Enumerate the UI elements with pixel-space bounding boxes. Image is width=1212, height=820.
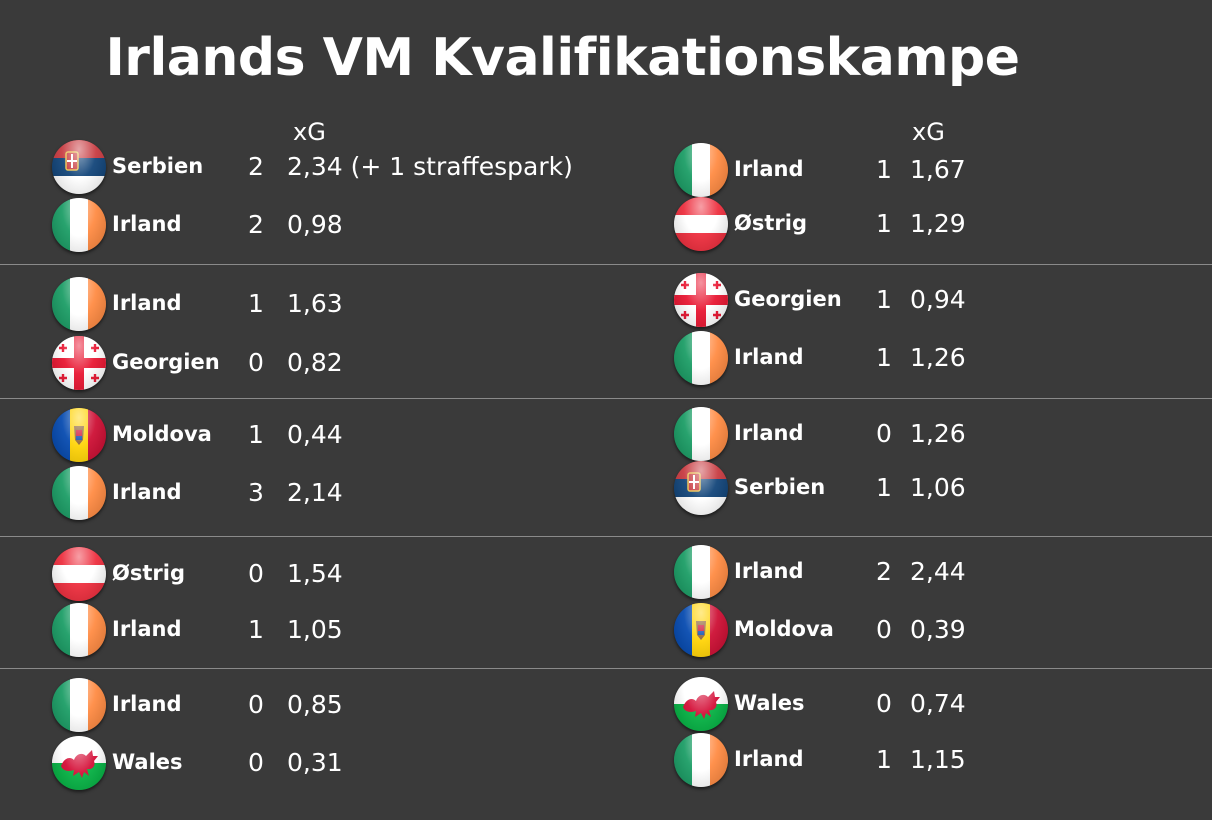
ireland-flag-icon bbox=[674, 545, 728, 599]
moldova-flag-icon bbox=[52, 408, 106, 462]
goals-value: 2 bbox=[876, 557, 892, 586]
ireland-flag-icon bbox=[52, 198, 106, 252]
xg-value: 0,74 bbox=[910, 689, 966, 718]
goals-value: 0 bbox=[876, 615, 892, 644]
xg-value: 0,94 bbox=[910, 285, 966, 314]
xg-value: 0,31 bbox=[287, 748, 343, 777]
divider bbox=[0, 398, 1212, 399]
xg-value: 1,06 bbox=[910, 473, 966, 502]
team-name: Irland bbox=[112, 291, 182, 315]
ireland-flag-icon bbox=[52, 678, 106, 732]
xg-value: 2,44 bbox=[910, 557, 966, 586]
austria-flag-icon bbox=[674, 197, 728, 251]
team-name: Irland bbox=[734, 559, 804, 583]
team-name: Georgien bbox=[112, 350, 220, 374]
goals-value: 1 bbox=[248, 420, 264, 449]
xg-value: 0,82 bbox=[287, 348, 343, 377]
xg-value: 0,39 bbox=[910, 615, 966, 644]
team-name: Irland bbox=[112, 617, 182, 641]
xg-value: 1,67 bbox=[910, 155, 966, 184]
xg-value: 1,15 bbox=[910, 745, 966, 774]
ireland-flag-icon bbox=[52, 603, 106, 657]
xg-value: 1,63 bbox=[287, 289, 343, 318]
goals-value: 1 bbox=[876, 155, 892, 184]
moldova-flag-icon bbox=[674, 603, 728, 657]
team-name: Irland bbox=[734, 345, 804, 369]
team-row: Georgien 1 0,94 bbox=[674, 273, 1202, 329]
divider bbox=[0, 536, 1212, 537]
team-name: Serbien bbox=[734, 475, 826, 499]
team-name: Irland bbox=[112, 212, 182, 236]
team-name: Wales bbox=[734, 691, 805, 715]
wales-flag-icon bbox=[674, 677, 728, 731]
ireland-flag-icon bbox=[674, 733, 728, 787]
goals-value: 1 bbox=[876, 473, 892, 502]
ireland-flag-icon bbox=[674, 143, 728, 197]
goals-value: 1 bbox=[248, 615, 264, 644]
team-row: Moldova 0 0,39 bbox=[674, 603, 1202, 659]
goals-value: 2 bbox=[248, 210, 264, 239]
goals-value: 1 bbox=[876, 745, 892, 774]
serbia-flag-icon bbox=[674, 461, 728, 515]
xg-value: 2,14 bbox=[287, 478, 343, 507]
xg-value: 0,85 bbox=[287, 690, 343, 719]
georgia-flag-icon bbox=[674, 273, 728, 327]
team-name: Georgien bbox=[734, 287, 842, 311]
xg-value: 0,98 bbox=[287, 210, 343, 239]
goals-value: 1 bbox=[876, 285, 892, 314]
xg-value: 1,29 bbox=[910, 209, 966, 238]
georgia-flag-icon bbox=[52, 336, 106, 390]
xg-column-header-left: xG bbox=[293, 118, 326, 146]
team-row: Irland 1 1,15 bbox=[674, 733, 1202, 789]
goals-value: 0 bbox=[248, 748, 264, 777]
team-name: Moldova bbox=[734, 617, 834, 641]
wales-flag-icon bbox=[52, 736, 106, 790]
xg-value: 1,05 bbox=[287, 615, 343, 644]
team-name: Østrig bbox=[112, 561, 185, 585]
team-name: Irland bbox=[734, 421, 804, 445]
team-name: Østrig bbox=[734, 211, 807, 235]
serbia-flag-icon bbox=[52, 140, 106, 194]
team-row: Wales 0 0,74 bbox=[674, 677, 1202, 733]
page-title: Irlands VM Kvalifikationskampe bbox=[105, 28, 1020, 88]
team-row: Serbien 1 1,06 bbox=[674, 461, 1202, 517]
goals-value: 0 bbox=[248, 690, 264, 719]
team-row: Irland 1 1,26 bbox=[674, 331, 1202, 387]
goals-value: 2 bbox=[248, 152, 264, 181]
goals-value: 1 bbox=[876, 209, 892, 238]
goals-value: 0 bbox=[248, 559, 264, 588]
xg-value: 0,44 bbox=[287, 420, 343, 449]
goals-value: 1 bbox=[248, 289, 264, 318]
xg-value: 1,26 bbox=[910, 419, 966, 448]
goals-value: 0 bbox=[248, 348, 264, 377]
team-row: Irland 0 1,26 bbox=[674, 407, 1202, 463]
team-row: Irland 1 1,67 bbox=[674, 143, 1202, 199]
team-name: Wales bbox=[112, 750, 183, 774]
team-name: Irland bbox=[112, 692, 182, 716]
ireland-flag-icon bbox=[674, 407, 728, 461]
ireland-flag-icon bbox=[52, 466, 106, 520]
xg-value: 2,34 (+ 1 straffespark) bbox=[287, 152, 573, 181]
ireland-flag-icon bbox=[674, 331, 728, 385]
team-name: Irland bbox=[112, 480, 182, 504]
team-name: Irland bbox=[734, 747, 804, 771]
team-name: Irland bbox=[734, 157, 804, 181]
xg-value: 1,54 bbox=[287, 559, 343, 588]
goals-value: 0 bbox=[876, 419, 892, 448]
team-row: Irland 2 2,44 bbox=[674, 545, 1202, 601]
goals-value: 3 bbox=[248, 478, 264, 507]
austria-flag-icon bbox=[52, 547, 106, 601]
team-name: Serbien bbox=[112, 154, 204, 178]
team-row: Østrig 1 1,29 bbox=[674, 197, 1202, 253]
xg-value: 1,26 bbox=[910, 343, 966, 372]
goals-value: 0 bbox=[876, 689, 892, 718]
divider bbox=[0, 264, 1212, 265]
ireland-flag-icon bbox=[52, 277, 106, 331]
team-name: Moldova bbox=[112, 422, 212, 446]
goals-value: 1 bbox=[876, 343, 892, 372]
xg-column-header-right: xG bbox=[912, 118, 945, 146]
divider bbox=[0, 668, 1212, 669]
